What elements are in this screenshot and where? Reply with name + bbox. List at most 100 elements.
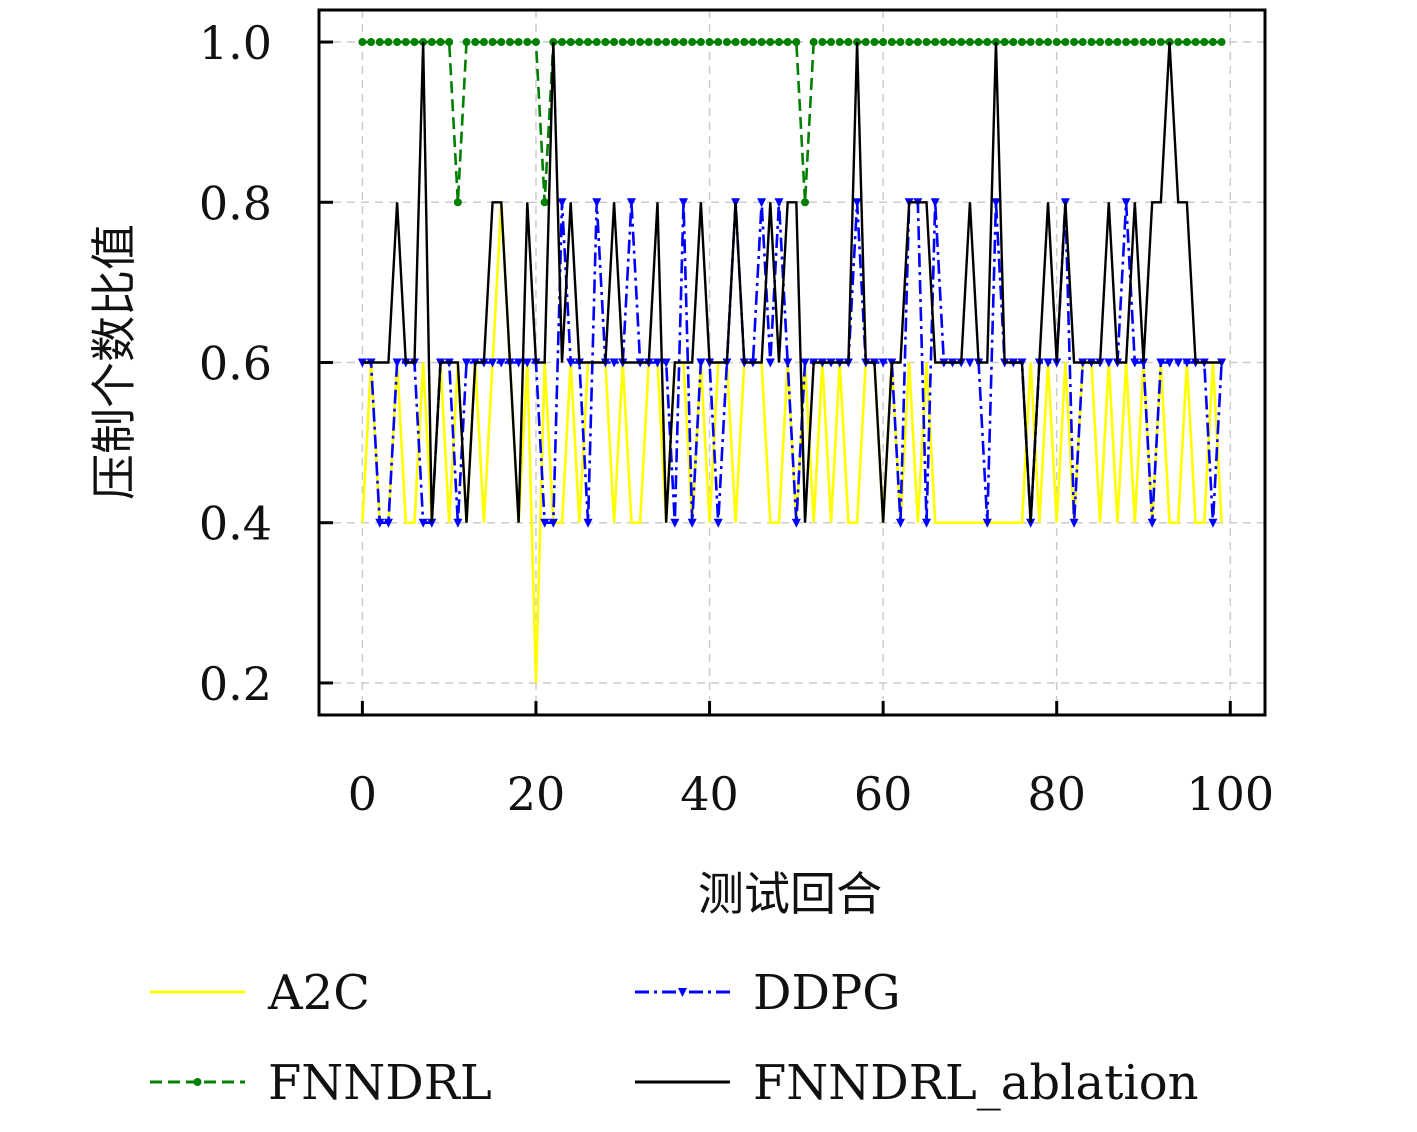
data-point-fnndrl xyxy=(766,38,775,47)
data-point-fnndrl xyxy=(1052,38,1061,47)
data-point-ddpg xyxy=(609,358,619,368)
data-point-fnndrl xyxy=(1087,38,1096,47)
data-point-fnndrl xyxy=(913,38,922,47)
data-point-ddpg xyxy=(1069,518,1079,528)
data-point-fnndrl xyxy=(566,38,575,47)
data-point-ddpg xyxy=(765,358,775,368)
data-point-ddpg xyxy=(626,198,636,208)
data-point-ddpg xyxy=(661,358,671,368)
data-point-fnndrl xyxy=(748,38,757,47)
data-point-fnndrl xyxy=(1139,38,1148,47)
data-point-fnndrl xyxy=(801,198,810,207)
data-point-ddpg xyxy=(991,198,1001,208)
data-point-fnndrl xyxy=(1182,38,1191,47)
data-point-fnndrl xyxy=(1200,38,1209,47)
data-point-ddpg xyxy=(670,518,680,528)
data-point-fnndrl xyxy=(957,38,966,47)
y-tick-label: 0.6 xyxy=(199,337,272,391)
data-point-fnndrl xyxy=(358,38,367,47)
data-point-ddpg xyxy=(1130,358,1140,368)
data-point-fnndrl xyxy=(453,198,462,207)
x-tick-label: 80 xyxy=(1027,767,1086,821)
data-point-ddpg xyxy=(1182,358,1192,368)
series-line-a2c xyxy=(361,202,1223,683)
data-point-ddpg xyxy=(557,198,567,208)
data-point-fnndrl xyxy=(653,38,662,47)
data-point-fnndrl xyxy=(774,38,783,47)
data-point-fnndrl xyxy=(367,38,376,47)
x-axis-label: 测试回合 xyxy=(698,867,882,921)
data-point-fnndrl xyxy=(696,38,705,47)
data-point-fnndrl xyxy=(740,38,749,47)
data-point-ddpg xyxy=(800,358,810,368)
x-tick-label: 0 xyxy=(348,767,377,821)
data-point-ddpg xyxy=(679,198,689,208)
y-tick-label: 0.8 xyxy=(199,176,272,230)
data-point-fnndrl xyxy=(983,38,992,47)
legend-marker xyxy=(193,1078,202,1086)
data-point-ddpg xyxy=(757,198,767,208)
data-point-ddpg xyxy=(1156,358,1166,368)
data-point-fnndrl xyxy=(531,38,540,47)
data-point-fnndrl xyxy=(783,38,792,47)
data-point-ddpg xyxy=(783,358,793,368)
data-point-fnndrl xyxy=(610,38,619,47)
data-point-ddpg xyxy=(462,358,472,368)
data-point-ddpg xyxy=(1043,358,1053,368)
x-tick-label: 20 xyxy=(507,767,566,821)
data-point-ddpg xyxy=(548,518,558,528)
y-axis-label: 压制个数比值 xyxy=(87,224,141,500)
series-fnndrl xyxy=(358,38,1226,207)
data-point-fnndrl xyxy=(1017,38,1026,47)
data-point-fnndrl xyxy=(1122,38,1131,47)
x-tick-label: 40 xyxy=(680,767,739,821)
data-point-fnndrl xyxy=(575,38,584,47)
legend-item-ddpg: DDPG xyxy=(635,965,901,1021)
data-point-fnndrl xyxy=(879,38,888,47)
data-point-ddpg xyxy=(696,358,706,368)
data-point-fnndrl xyxy=(662,38,671,47)
data-point-ddpg xyxy=(583,518,593,528)
data-point-fnndrl xyxy=(688,38,697,47)
data-point-fnndrl xyxy=(1217,38,1226,47)
data-point-fnndrl xyxy=(948,38,957,47)
data-point-fnndrl xyxy=(887,38,896,47)
data-point-ddpg xyxy=(1052,358,1062,368)
data-point-ddpg xyxy=(496,358,506,368)
legend-label: DDPG xyxy=(753,965,901,1021)
data-point-ddpg xyxy=(713,518,723,528)
legend-label: A2C xyxy=(267,965,370,1021)
data-point-ddpg xyxy=(566,358,576,368)
data-point-fnndrl xyxy=(731,38,740,47)
data-point-ddpg xyxy=(418,518,428,528)
data-point-fnndrl xyxy=(827,38,836,47)
data-point-fnndrl xyxy=(1044,38,1053,47)
data-point-fnndrl xyxy=(514,38,523,47)
data-point-ddpg xyxy=(652,358,662,368)
data-point-ddpg xyxy=(1138,358,1148,368)
series-line-ddpg xyxy=(362,200,1223,525)
data-point-fnndrl xyxy=(401,38,410,47)
data-point-ddpg xyxy=(791,518,801,528)
data-point-fnndrl xyxy=(939,38,948,47)
data-point-fnndrl xyxy=(1096,38,1105,47)
data-point-fnndrl xyxy=(870,38,879,47)
data-point-fnndrl xyxy=(523,38,532,47)
data-point-fnndrl xyxy=(618,38,627,47)
data-point-ddpg xyxy=(1147,518,1157,528)
data-point-fnndrl xyxy=(375,38,384,47)
data-point-ddpg xyxy=(852,198,862,208)
data-point-fnndrl xyxy=(896,38,905,47)
data-point-fnndrl xyxy=(1035,38,1044,47)
data-point-ddpg xyxy=(375,518,385,528)
y-tick-label: 0.4 xyxy=(199,497,272,551)
data-point-ddpg xyxy=(383,518,393,528)
series-line-fnndrl xyxy=(362,40,1222,203)
data-point-fnndrl xyxy=(445,38,454,47)
series-fnndrl-ablation xyxy=(362,41,1222,523)
data-point-fnndrl xyxy=(601,38,610,47)
data-point-fnndrl xyxy=(844,38,853,47)
data-point-fnndrl xyxy=(462,38,471,47)
data-point-ddpg xyxy=(774,198,784,208)
